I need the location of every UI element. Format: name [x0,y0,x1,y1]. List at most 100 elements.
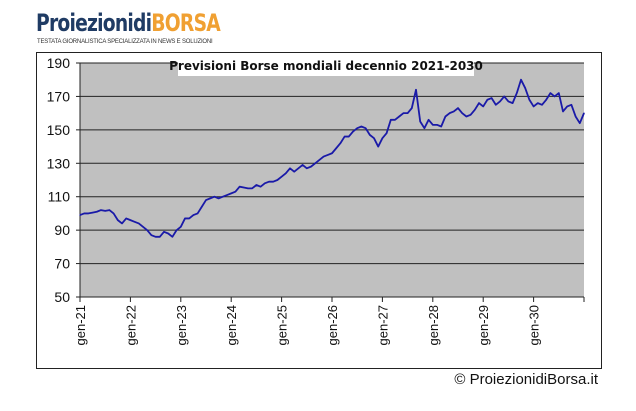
x-tick-label: gen-26 [325,305,340,345]
data-point [79,214,81,216]
data-point [507,100,509,103]
chart-frame [36,52,602,369]
data-point [323,156,325,158]
data-point [344,135,346,138]
data-point [150,234,152,236]
data-point [159,236,161,238]
x-tick-label: gen-24 [224,305,239,345]
data-point [449,112,451,114]
data-point [402,112,404,114]
data-point [491,97,493,99]
chart-title: Previsioni Borse mondiali decennio 2021-… [169,59,483,73]
data-point [218,197,220,199]
data-point [268,181,270,183]
data-point [264,182,266,184]
data-point [482,105,484,108]
data-point [306,167,308,169]
data-point [239,186,241,188]
data-point [276,179,278,181]
data-point [192,214,194,216]
data-point [96,211,98,213]
data-point [453,110,455,113]
data-point [558,92,560,94]
data-point [146,229,148,231]
data-point [524,87,526,89]
data-point [423,127,425,129]
data-point [197,212,199,215]
data-point [155,236,157,238]
x-tick-label: gen-30 [527,305,542,345]
data-point [180,226,182,228]
data-point [129,219,131,221]
data-point [549,92,552,94]
data-point [297,167,299,169]
data-point [415,89,417,91]
data-point [205,199,207,201]
data-point [142,226,144,228]
data-point [419,120,421,123]
data-point [528,99,531,101]
data-point [356,127,358,129]
data-point [377,145,379,148]
y-tick-label: 130 [47,155,71,171]
data-point [318,159,320,161]
y-tick-label: 110 [48,189,71,205]
data-point [100,209,102,211]
data-point [113,212,115,215]
x-tick-label: gen-25 [275,305,290,345]
data-point [339,142,341,144]
data-point [432,124,434,126]
data-point [394,119,396,121]
data-point [533,105,535,108]
y-tick-label: 50 [54,289,70,305]
x-tick-label: gen-23 [174,305,189,345]
y-tick-label: 90 [54,222,70,238]
x-tick-label: gen-21 [73,305,88,345]
data-point [167,232,169,235]
data-point [281,176,283,178]
data-point [293,171,295,173]
data-point [545,99,547,101]
data-point [495,104,497,106]
data-point [583,112,585,114]
data-point [428,119,430,121]
data-point [444,115,446,118]
data-point [247,187,249,189]
data-point [87,212,89,215]
data-point [390,119,392,121]
data-point [243,186,245,189]
x-tick-label: gen-22 [123,305,138,345]
data-point [230,192,232,194]
data-point [134,221,136,223]
y-tick-label: 150 [47,122,71,138]
data-point [104,210,106,212]
brand-logo: ProiezionidiBORSA [36,9,221,37]
data-point [327,154,329,156]
data-point [251,187,253,189]
y-tick-label: 70 [54,256,70,272]
data-point [163,231,165,233]
data-point [121,222,123,225]
data-point [255,184,257,186]
data-point [503,95,505,98]
data-point [335,147,337,149]
title-box [178,54,474,76]
y-tick-label: 190 [47,55,71,71]
data-point [184,217,186,220]
data-point [499,100,501,103]
data-point [537,102,539,104]
data-point [348,135,350,138]
data-point [436,124,438,126]
data-point [398,115,400,118]
data-point [234,191,236,193]
data-point [474,109,476,111]
data-point [360,125,362,128]
data-point [171,236,173,238]
data-point [407,112,409,114]
data-point [470,114,472,116]
data-point [314,162,316,164]
data-point [213,196,215,198]
data-point [260,186,262,188]
data-point [125,217,127,220]
